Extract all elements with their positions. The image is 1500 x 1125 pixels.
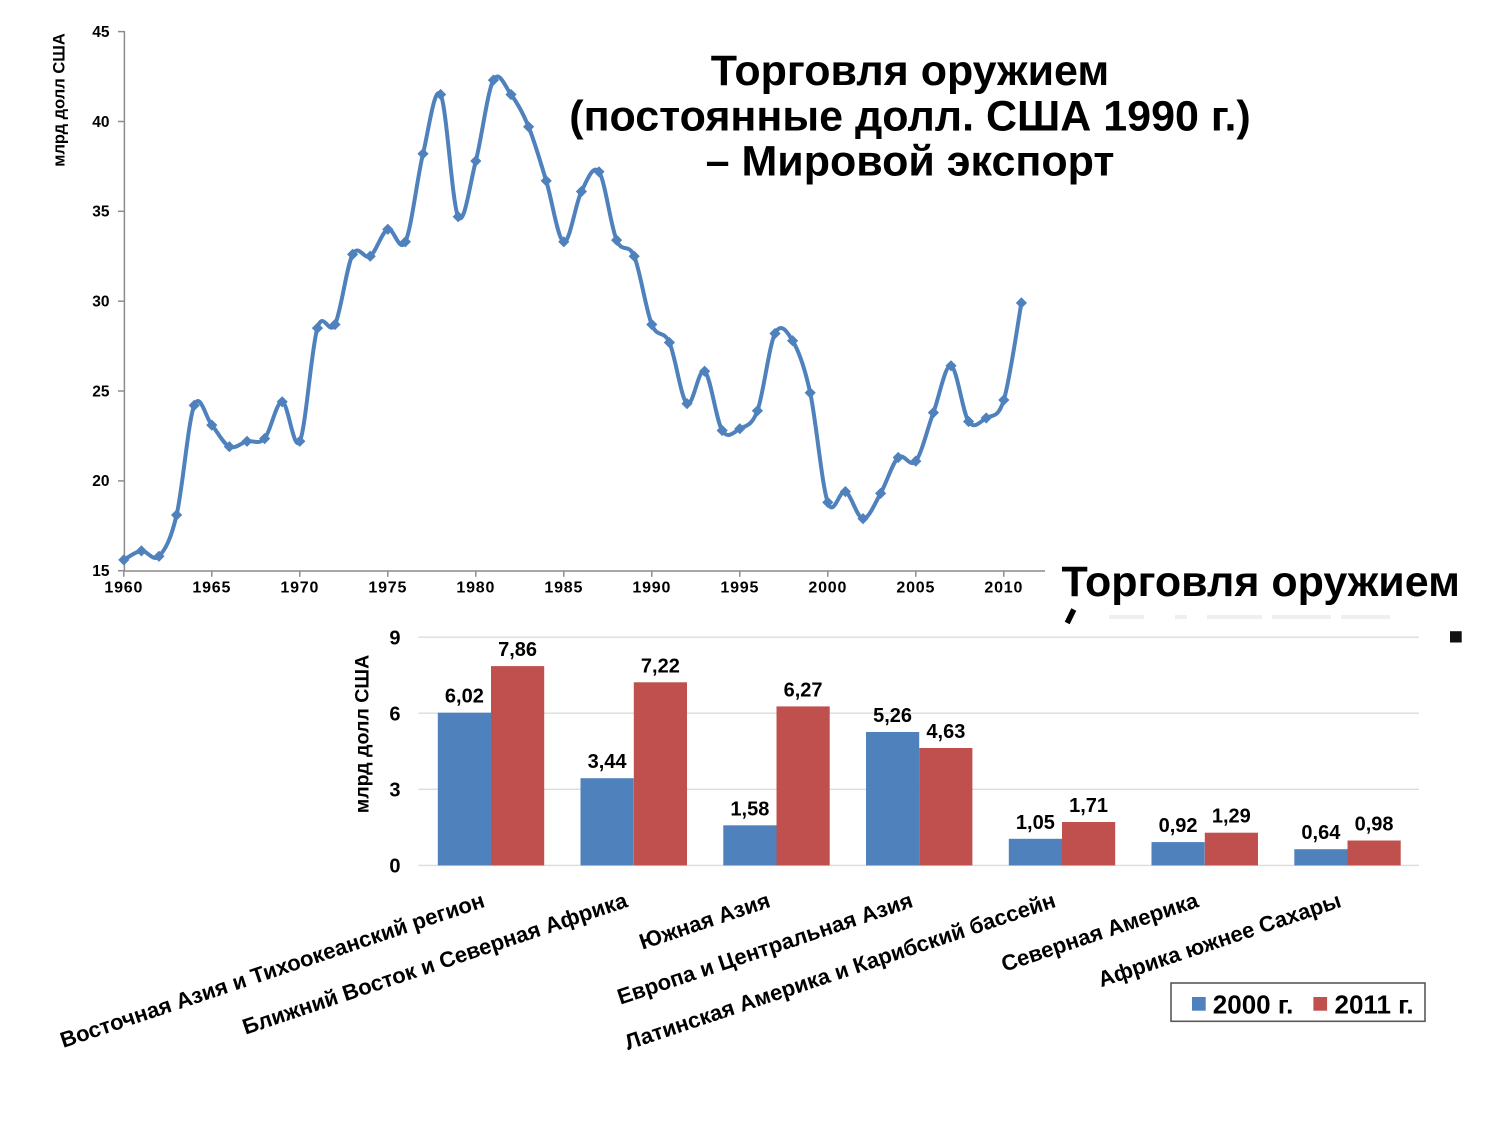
svg-text:30: 30 [92, 294, 109, 311]
svg-text:0,64: 0,64 [1301, 822, 1341, 844]
svg-text:2011 г.: 2011 г. [1335, 990, 1414, 1020]
svg-text:40: 40 [92, 114, 109, 131]
svg-text:2005: 2005 [896, 580, 935, 597]
svg-text:Торговля оружием: Торговля оружием [711, 47, 1109, 95]
svg-text:1960: 1960 [104, 580, 143, 597]
svg-text:1980: 1980 [456, 580, 495, 597]
svg-text:1995: 1995 [720, 580, 759, 597]
svg-text:7,86: 7,86 [498, 639, 537, 661]
svg-text:1,71: 1,71 [1069, 795, 1108, 817]
svg-text:15: 15 [92, 563, 110, 580]
svg-text:5,26: 5,26 [873, 705, 912, 727]
svg-text:2000: 2000 [808, 580, 847, 597]
svg-text:25: 25 [92, 383, 110, 400]
svg-text:– Мировой экспорт: – Мировой экспорт [706, 138, 1115, 186]
svg-text:1,29: 1,29 [1212, 806, 1251, 828]
svg-text:0,98: 0,98 [1355, 814, 1394, 836]
svg-text:0: 0 [389, 856, 400, 878]
svg-text:1,58: 1,58 [730, 798, 769, 820]
svg-text:0,92: 0,92 [1159, 815, 1198, 837]
svg-text:млрд долл США: млрд долл США [352, 655, 374, 814]
svg-text:1965: 1965 [192, 580, 231, 597]
svg-text:1970: 1970 [280, 580, 319, 597]
svg-text:4,63: 4,63 [926, 721, 965, 743]
svg-text:3,44: 3,44 [588, 751, 628, 773]
svg-text:6: 6 [389, 704, 400, 726]
svg-text:2010: 2010 [984, 580, 1023, 597]
svg-text:(постоянные долл. США 1990 г.): (постоянные долл. США 1990 г.) [569, 92, 1250, 140]
svg-text:6,02: 6,02 [445, 686, 484, 708]
svg-text:9: 9 [389, 628, 400, 650]
svg-text:6,27: 6,27 [784, 679, 823, 701]
svg-text:45: 45 [92, 24, 110, 41]
svg-text:35: 35 [92, 204, 110, 221]
svg-text:1975: 1975 [368, 580, 407, 597]
svg-text:20: 20 [92, 473, 109, 490]
svg-text:1,05: 1,05 [1016, 812, 1055, 834]
svg-text:Торговля оружием: Торговля оружием [1061, 558, 1459, 606]
svg-text:1985: 1985 [544, 580, 583, 597]
svg-text:2000 г.: 2000 г. [1213, 990, 1294, 1020]
svg-text:3: 3 [389, 780, 400, 802]
svg-text:1990: 1990 [632, 580, 671, 597]
svg-text:7,22: 7,22 [641, 655, 680, 677]
svg-text:млрд долл США: млрд долл США [51, 33, 69, 167]
